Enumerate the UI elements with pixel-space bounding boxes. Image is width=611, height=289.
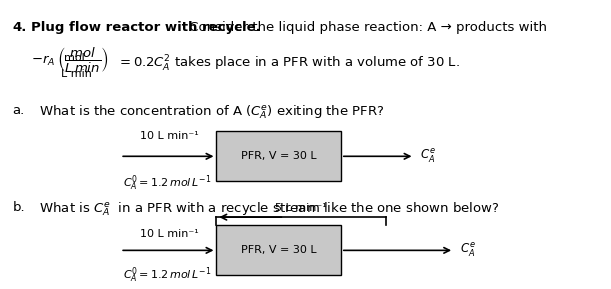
Text: PFR, V = 30 L: PFR, V = 30 L (241, 245, 316, 255)
Text: $C_A^e$: $C_A^e$ (420, 148, 436, 165)
Text: 4.: 4. (13, 21, 27, 34)
Text: PFR, V = 30 L: PFR, V = 30 L (241, 151, 316, 161)
Text: L min: L min (61, 69, 92, 79)
Text: $C_A^e$: $C_A^e$ (459, 242, 475, 259)
Text: 5 L min⁻¹: 5 L min⁻¹ (276, 203, 327, 213)
Text: a.: a. (13, 104, 25, 117)
Text: Consider the liquid phase reaction: A → products with: Consider the liquid phase reaction: A → … (185, 21, 547, 34)
Text: mol: mol (64, 53, 85, 62)
Text: $\left(\dfrac{mol}{L\,min}\right)$: $\left(\dfrac{mol}{L\,min}\right)$ (57, 45, 109, 74)
Text: Plug flow reactor with recycle.: Plug flow reactor with recycle. (31, 21, 261, 34)
Text: $-r_A$: $-r_A$ (31, 54, 56, 68)
FancyBboxPatch shape (216, 131, 341, 181)
Text: $ = 0.2C_A^2$ takes place in a PFR with a volume of 30 L.: $ = 0.2C_A^2$ takes place in a PFR with … (117, 54, 460, 74)
Text: What is $C_A^e$  in a PFR with a recycle stream like the one shown below?: What is $C_A^e$ in a PFR with a recycle … (31, 201, 500, 218)
Text: b.: b. (13, 201, 25, 214)
Text: What is the concentration of A ($C_A^e$) exiting the PFR?: What is the concentration of A ($C_A^e$)… (31, 104, 385, 121)
FancyBboxPatch shape (216, 225, 341, 275)
Text: $C_A^0 = 1.2\,mol\,L^{-1}$: $C_A^0 = 1.2\,mol\,L^{-1}$ (123, 173, 211, 192)
Text: 10 L min⁻¹: 10 L min⁻¹ (140, 131, 199, 141)
Text: $C_A^0 = 1.2\,mol\,L^{-1}$: $C_A^0 = 1.2\,mol\,L^{-1}$ (123, 266, 211, 285)
Text: 10 L min⁻¹: 10 L min⁻¹ (140, 229, 199, 239)
